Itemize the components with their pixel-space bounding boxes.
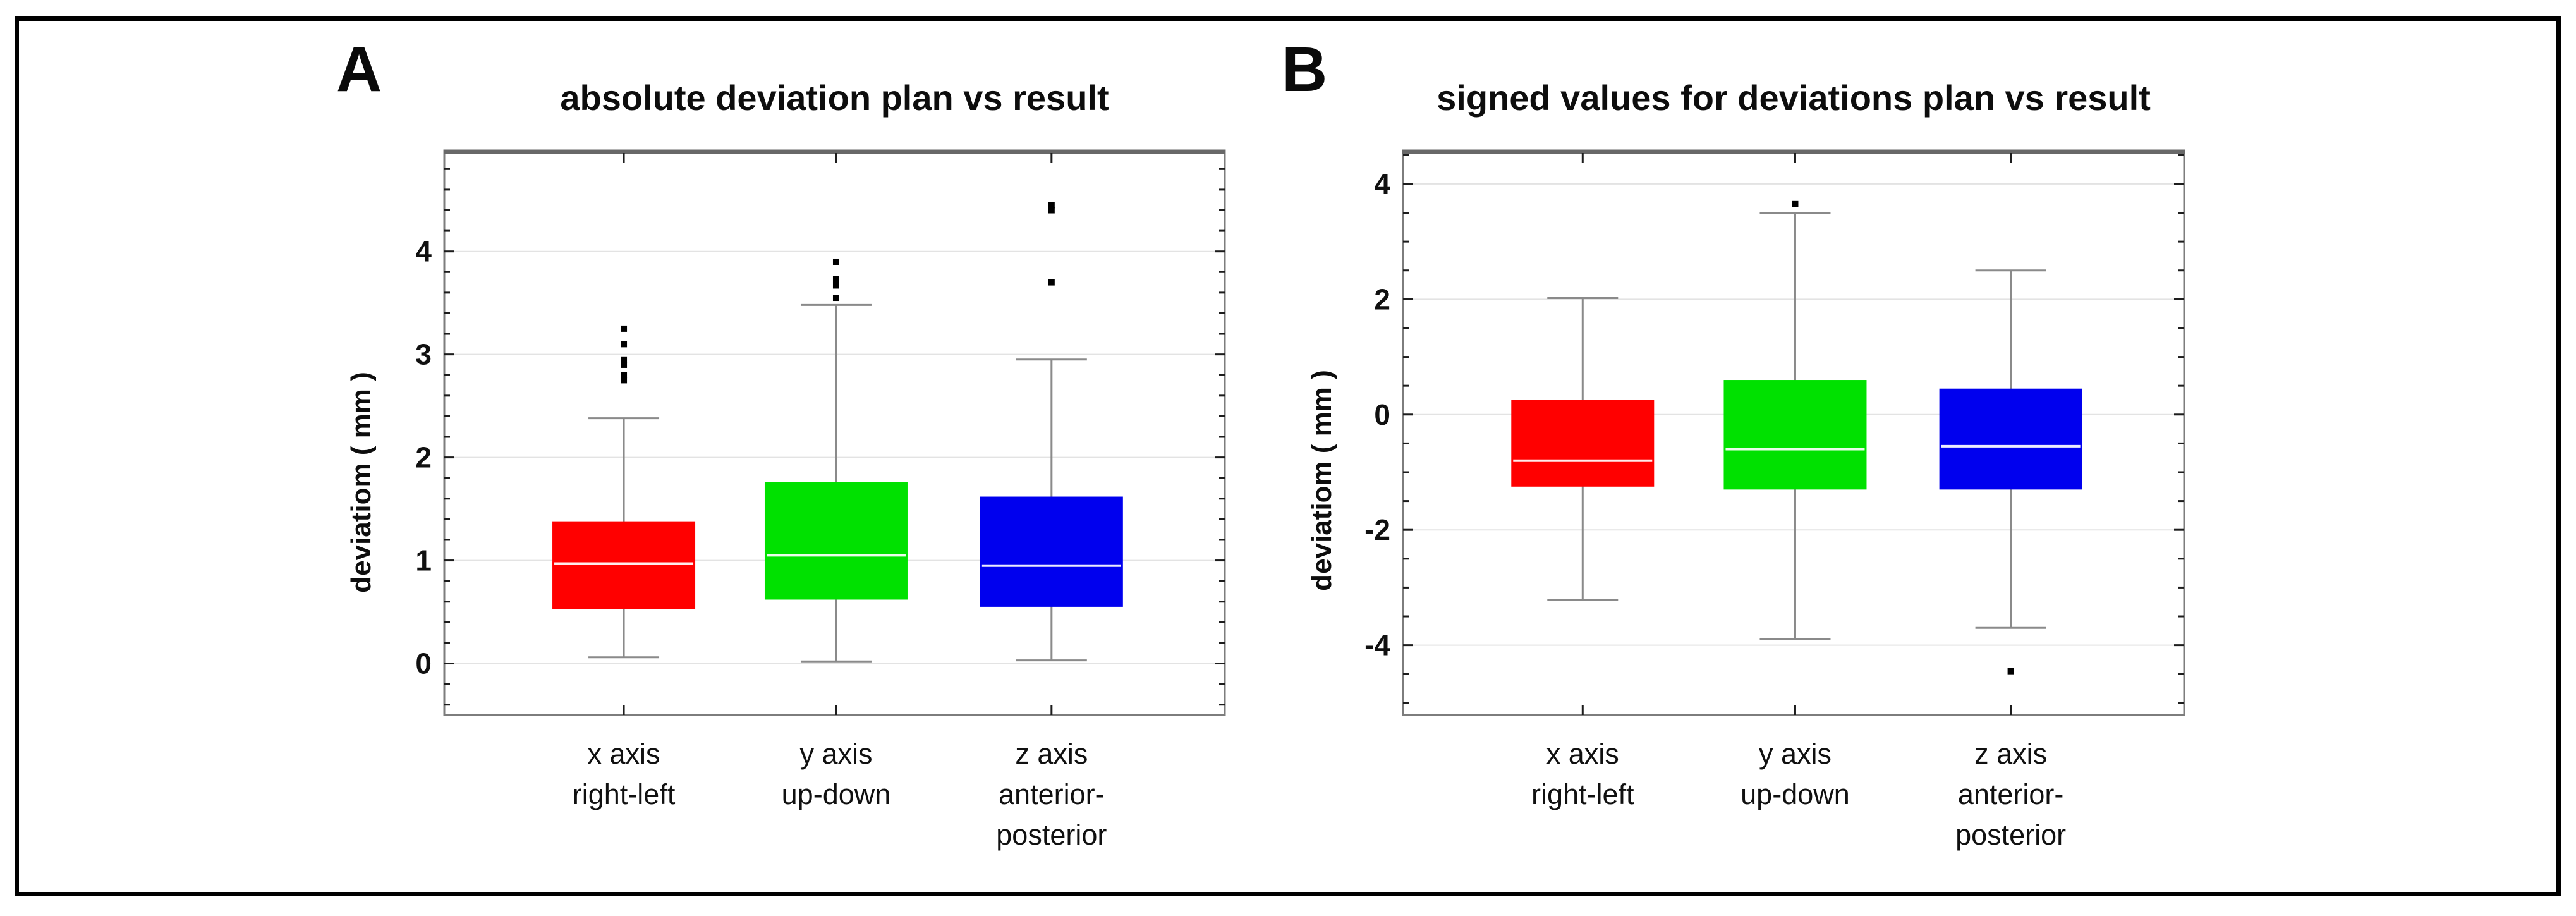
outlier-dot [621, 341, 628, 348]
y-tick-label: 3 [415, 338, 432, 371]
panel-b-letter: B [1282, 34, 1328, 105]
y-tick-label: 0 [415, 647, 432, 680]
category-label: posterior [996, 819, 1107, 851]
category-label: right-left [1531, 778, 1634, 810]
panel-b-y-axis-label: deviatiom ( mm ) [1306, 370, 1337, 591]
category-label: right-left [573, 778, 676, 810]
y-tick-label: 0 [1374, 398, 1390, 431]
box-green [764, 482, 908, 600]
outlier-dot [832, 282, 839, 289]
category-label: anterior- [999, 778, 1105, 810]
box-red [552, 521, 696, 609]
outlier-dot [621, 377, 628, 384]
outlier-dot [1048, 202, 1055, 209]
outlier-dot [1048, 207, 1055, 214]
plot-frame [443, 149, 1226, 716]
category-label: z axis [1015, 738, 1088, 770]
category-label: anterior- [1958, 778, 2064, 810]
outlier-dot [621, 325, 628, 332]
category-label: up-down [1741, 778, 1850, 810]
category-label: x axis [588, 738, 660, 770]
y-tick-label: 2 [1374, 283, 1390, 315]
outlier-dot [1792, 200, 1799, 207]
panel-a-y-axis-label: deviatiom ( mm ) [346, 372, 377, 593]
outlier-dot [621, 361, 628, 368]
figure-border [15, 16, 2561, 896]
box-blue [980, 496, 1123, 607]
outlier-dot [621, 372, 628, 379]
outlier-dot [621, 356, 628, 363]
category-label: y axis [1759, 738, 1832, 770]
box-blue [1939, 388, 2082, 490]
category-label: x axis [1546, 738, 1619, 770]
outlier-dot [2007, 668, 2014, 675]
outlier-dot [832, 276, 839, 283]
category-label: z axis [1974, 738, 2047, 770]
y-tick-label: 4 [415, 235, 432, 268]
outlier-dot [832, 295, 839, 302]
y-tick-label: 4 [1374, 168, 1390, 200]
category-label: posterior [1955, 819, 2066, 851]
outlier-dot [1048, 279, 1055, 286]
category-label: up-down [782, 778, 891, 810]
outlier-dot [832, 258, 839, 265]
y-tick-label: 2 [415, 441, 432, 474]
category-label: y axis [799, 738, 872, 770]
panel-a-title: absolute deviation plan vs result [560, 78, 1109, 118]
panel-a-letter: A [336, 34, 382, 105]
box-red [1511, 400, 1655, 487]
y-tick-label: 1 [415, 544, 432, 577]
y-tick-label: -2 [1364, 513, 1390, 546]
box-green [1723, 380, 1867, 490]
y-tick-label: -4 [1364, 629, 1390, 662]
panel-b-title: signed values for deviations plan vs res… [1437, 78, 2151, 118]
